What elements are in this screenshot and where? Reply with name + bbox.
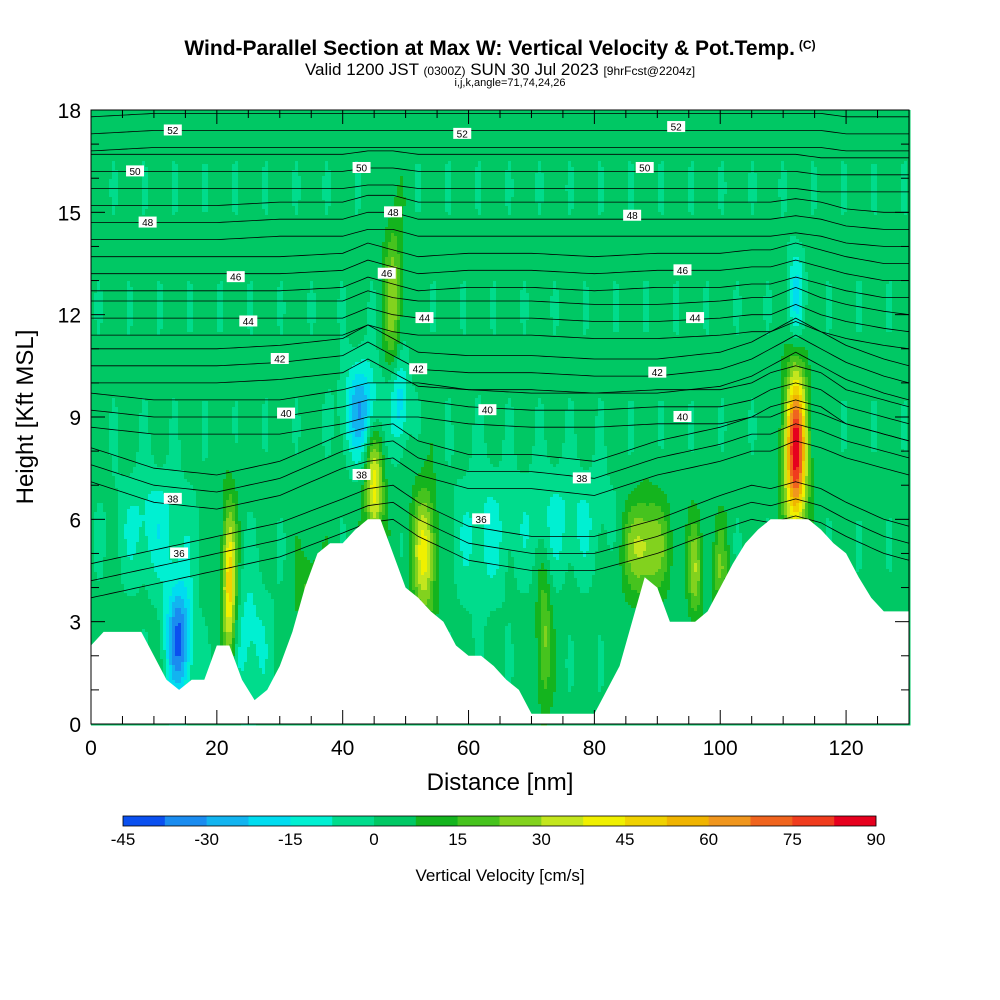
contour-label: 50	[126, 165, 144, 178]
y-tick-label: 18	[58, 100, 81, 123]
colorbar-swatch	[709, 816, 751, 826]
contour-label: 52	[667, 121, 685, 134]
colorbar-tick-label: -45	[111, 830, 136, 849]
contour-label: 38	[573, 472, 591, 485]
contour-label: 50	[636, 162, 654, 175]
contour-label: 44	[239, 315, 257, 328]
contour-label: 38	[164, 493, 182, 506]
x-tick-label: 20	[205, 737, 228, 760]
colorbar-tick-label: -15	[278, 830, 303, 849]
contour-label: 46	[673, 264, 691, 277]
contour-label: 48	[384, 206, 402, 219]
colorbar-tick-label: 75	[783, 830, 802, 849]
contour-label: 42	[409, 363, 427, 376]
contour-label: 52	[164, 124, 182, 136]
colorbar-tick-label: 0	[369, 830, 378, 849]
x-tick-label: 120	[829, 737, 864, 760]
contour-label: 38	[353, 469, 371, 482]
colorbar-swatch	[541, 816, 583, 826]
colorbar-swatch	[123, 816, 165, 826]
x-tick-label: 0	[85, 737, 97, 760]
contour-label: 42	[648, 367, 666, 380]
contour-label: 44	[415, 312, 433, 325]
colorbar-label: Vertical Velocity [cm/s]	[415, 866, 584, 885]
contour-label: 40	[478, 404, 496, 417]
contour-label: 42	[271, 353, 289, 366]
colorbar-tick-label: 30	[532, 830, 551, 849]
x-tick-label: 100	[703, 737, 738, 760]
y-tick-label: 6	[69, 509, 81, 532]
contour-label: 48	[623, 210, 641, 223]
contour-label: 46	[227, 271, 245, 284]
colorbar-swatch	[165, 816, 207, 826]
colorbar-swatch	[207, 816, 249, 826]
x-tick-label: 60	[457, 737, 480, 760]
colorbar-tick-label: -30	[194, 830, 219, 849]
contour-label: 40	[277, 408, 295, 421]
colorbar-tick-label: 60	[699, 830, 718, 849]
colorbar-tick-label: 45	[616, 830, 635, 849]
colorbar-swatch	[458, 816, 500, 826]
contour-label: 44	[686, 312, 704, 325]
x-axis-label: Distance [nm]	[427, 769, 574, 796]
colorbar: -45 -30 -15 0 15 30 45 60 75 90 Vertical Velocity …	[111, 816, 886, 885]
colorbar-swatch	[500, 816, 542, 826]
colorbar-swatch	[583, 816, 625, 826]
contour-label: 36	[170, 547, 188, 560]
y-tick-label: 0	[69, 714, 81, 737]
colorbar-swatch	[834, 816, 876, 826]
x-tick-label: 80	[583, 737, 606, 760]
contour-label: 46	[378, 268, 396, 281]
colorbar-swatch	[332, 816, 374, 826]
colorbar-swatch	[416, 816, 458, 826]
y-tick-label: 15	[58, 202, 81, 225]
y-tick-label: 12	[58, 305, 81, 328]
colorbar-swatch	[792, 816, 834, 826]
colorbar-swatch	[374, 816, 416, 826]
cross-section-chart: 52 52 52 50 50 50 48 48 48 46 46 46 44 44 44 42 42 42 40 40…	[0, 0, 1000, 1000]
colorbar-tick-label: 15	[448, 830, 467, 849]
colorbar-swatch	[249, 816, 291, 826]
y-tick-label: 3	[69, 612, 81, 635]
colorbar-swatch	[625, 816, 667, 826]
colorbar-tick-label: 90	[867, 830, 886, 849]
y-axis-label: Height [Kft MSL]	[12, 330, 39, 505]
contour-label: 48	[139, 217, 157, 230]
contour-label: 36	[472, 513, 490, 526]
contour-label: 50	[353, 162, 371, 175]
contour-label: 40	[673, 411, 691, 424]
contour-label: 52	[453, 128, 471, 141]
colorbar-swatch	[667, 816, 709, 826]
colorbar-swatch	[290, 816, 332, 826]
y-tick-label: 9	[69, 407, 81, 430]
x-tick-label: 40	[331, 737, 354, 760]
colorbar-swatch	[751, 816, 793, 826]
